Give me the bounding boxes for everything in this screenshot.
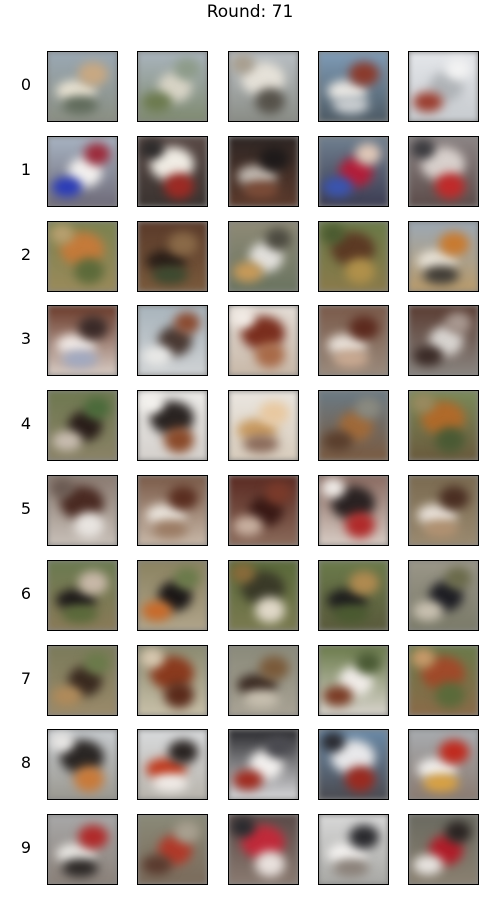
cat-sample-3-4 <box>408 305 479 376</box>
ship-sample-8-1 <box>137 729 208 800</box>
row-label: 4 <box>20 414 32 433</box>
ship-sample-8-3 <box>318 729 389 800</box>
dog-sample-5-2 <box>228 475 299 546</box>
sample-row: 8 <box>0 729 500 800</box>
truck-sample-9-2 <box>228 814 299 885</box>
sample-row: 6 <box>0 560 500 631</box>
row-label: 1 <box>20 160 32 179</box>
truck-sample-9-1 <box>137 814 208 885</box>
sample-row: 7 <box>0 645 500 716</box>
automobile-sample-1-1 <box>137 136 208 207</box>
airplane-sample-0-0 <box>47 51 118 122</box>
automobile-sample-1-0 <box>47 136 118 207</box>
bird-sample-2-2 <box>228 221 299 292</box>
deer-sample-4-3 <box>318 390 389 461</box>
dog-sample-5-3 <box>318 475 389 546</box>
airplane-sample-0-3 <box>318 51 389 122</box>
frog-sample-6-0 <box>47 560 118 631</box>
cat-sample-3-3 <box>318 305 389 376</box>
row-label: 8 <box>20 753 32 772</box>
deer-sample-4-1 <box>137 390 208 461</box>
airplane-sample-0-4 <box>408 51 479 122</box>
sample-row: 5 <box>0 475 500 546</box>
truck-sample-9-0 <box>47 814 118 885</box>
bird-sample-2-4 <box>408 221 479 292</box>
row-label: 6 <box>20 584 32 603</box>
truck-sample-9-3 <box>318 814 389 885</box>
frog-sample-6-4 <box>408 560 479 631</box>
row-label: 7 <box>20 669 32 688</box>
bird-sample-2-1 <box>137 221 208 292</box>
frog-sample-6-3 <box>318 560 389 631</box>
sample-row: 9 <box>0 814 500 885</box>
sample-row: 2 <box>0 221 500 292</box>
horse-sample-7-0 <box>47 645 118 716</box>
sample-row: 4 <box>0 390 500 461</box>
horse-sample-7-4 <box>408 645 479 716</box>
sample-row: 0 <box>0 51 500 122</box>
dog-sample-5-0 <box>47 475 118 546</box>
airplane-sample-0-2 <box>228 51 299 122</box>
ship-sample-8-4 <box>408 729 479 800</box>
ship-sample-8-0 <box>47 729 118 800</box>
frog-sample-6-1 <box>137 560 208 631</box>
row-label: 9 <box>20 838 32 857</box>
horse-sample-7-1 <box>137 645 208 716</box>
bird-sample-2-3 <box>318 221 389 292</box>
figure-title: Round: 71 <box>206 2 294 22</box>
dog-sample-5-4 <box>408 475 479 546</box>
row-label: 5 <box>20 499 32 518</box>
deer-sample-4-2 <box>228 390 299 461</box>
cat-sample-3-0 <box>47 305 118 376</box>
ship-sample-8-2 <box>228 729 299 800</box>
cat-sample-3-1 <box>137 305 208 376</box>
sample-row: 3 <box>0 305 500 376</box>
airplane-sample-0-1 <box>137 51 208 122</box>
automobile-sample-1-2 <box>228 136 299 207</box>
deer-sample-4-4 <box>408 390 479 461</box>
horse-sample-7-2 <box>228 645 299 716</box>
cat-sample-3-2 <box>228 305 299 376</box>
row-label: 0 <box>20 75 32 94</box>
row-label: 3 <box>20 329 32 348</box>
row-label: 2 <box>20 245 32 264</box>
automobile-sample-1-4 <box>408 136 479 207</box>
deer-sample-4-0 <box>47 390 118 461</box>
dog-sample-5-1 <box>137 475 208 546</box>
horse-sample-7-3 <box>318 645 389 716</box>
bird-sample-2-0 <box>47 221 118 292</box>
truck-sample-9-4 <box>408 814 479 885</box>
sample-row: 1 <box>0 136 500 207</box>
frog-sample-6-2 <box>228 560 299 631</box>
automobile-sample-1-3 <box>318 136 389 207</box>
